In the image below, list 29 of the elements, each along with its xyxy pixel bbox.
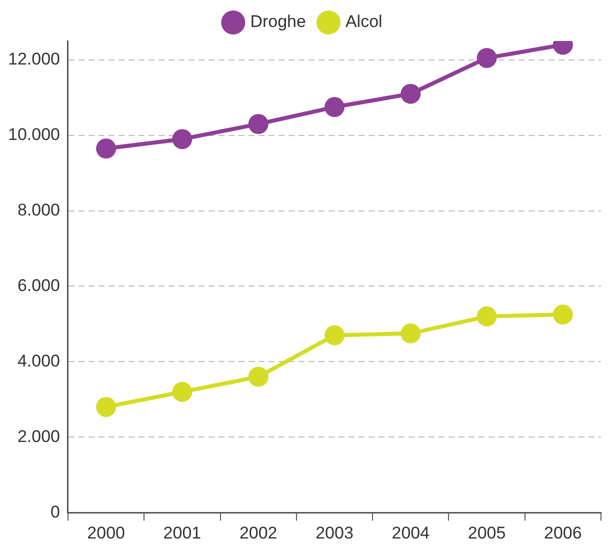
point <box>96 138 116 159</box>
x-tick-label: 2002 <box>239 523 278 542</box>
y-tick-label: 2.000 <box>17 426 60 446</box>
y-tick-label: 8.000 <box>17 200 60 220</box>
point <box>324 325 344 346</box>
y-tick-label: 10.000 <box>8 125 60 144</box>
x-tick-label: 2003 <box>316 523 354 542</box>
point <box>476 48 497 68</box>
point <box>248 366 268 387</box>
point <box>552 304 573 325</box>
legend-label: Alcol <box>345 12 382 32</box>
x-tick-label: 2004 <box>392 523 430 542</box>
y-tick-label: 12.000 <box>8 50 60 69</box>
point <box>400 84 421 104</box>
x-tick-label: 2000 <box>87 523 125 542</box>
x-tick-label: 2001 <box>163 523 202 542</box>
y-tick-label: 6.000 <box>17 276 60 295</box>
point <box>476 306 497 326</box>
legend-label: Droghe <box>250 12 306 32</box>
x-tick-label: 2005 <box>468 523 506 542</box>
point <box>324 97 344 118</box>
y-tick-label: 4.000 <box>17 351 60 370</box>
point <box>172 129 192 150</box>
x-tick-label: 2006 <box>544 523 582 542</box>
point <box>248 114 268 134</box>
y-tick-label: 0 <box>50 502 60 522</box>
point <box>172 382 192 402</box>
point <box>96 396 116 417</box>
point <box>400 323 421 344</box>
